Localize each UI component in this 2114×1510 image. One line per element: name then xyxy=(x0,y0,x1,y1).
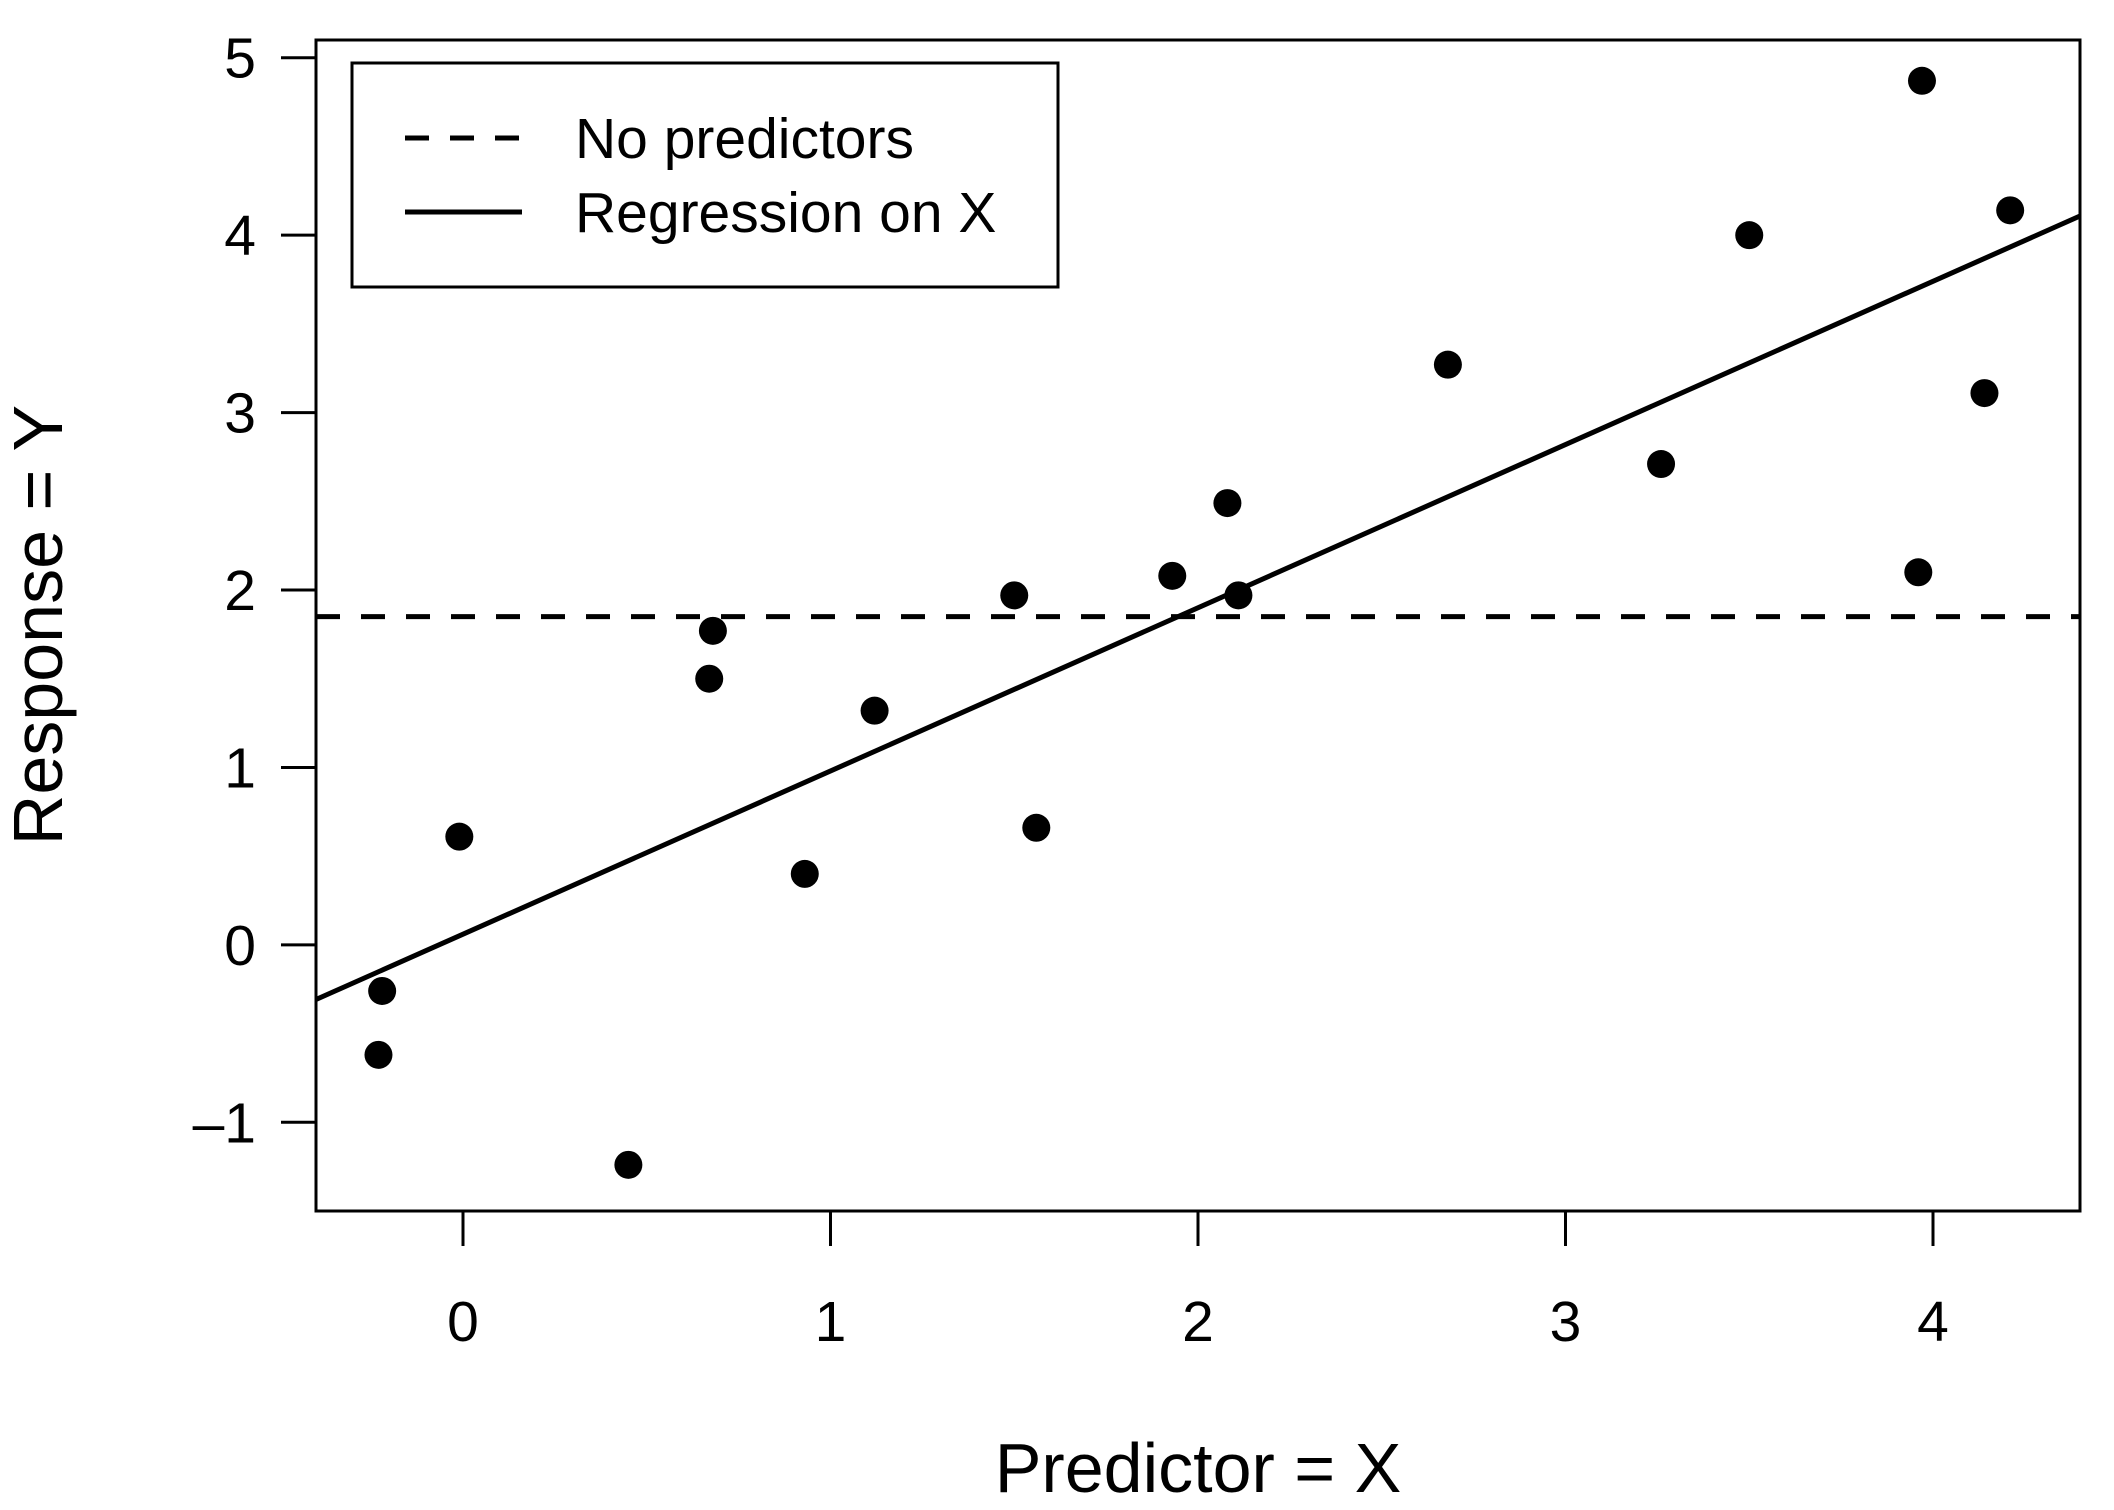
data-point xyxy=(695,664,724,693)
y-tick-label: –1 xyxy=(193,1091,256,1155)
data-point xyxy=(445,822,474,851)
data-point xyxy=(790,859,819,888)
data-point xyxy=(364,1040,393,1069)
x-axis-label: Predictor = X xyxy=(995,1429,1402,1507)
data-point xyxy=(1158,561,1187,590)
y-axis-label: Response = Y xyxy=(0,405,77,845)
data-point xyxy=(1000,581,1029,610)
y-tick-label: 2 xyxy=(224,559,256,623)
data-point xyxy=(1647,450,1676,479)
data-point xyxy=(1022,813,1051,842)
legend-box xyxy=(350,61,1060,289)
y-tick-label: 1 xyxy=(224,736,256,800)
x-tick-label: 4 xyxy=(1917,1290,1949,1354)
y-tick-label: 0 xyxy=(224,914,256,978)
regression-line xyxy=(314,213,2082,1002)
data-point xyxy=(614,1150,643,1179)
y-axis: –1 0 1 2 3 4 5 xyxy=(193,27,316,1155)
data-point xyxy=(368,976,397,1005)
legend-label-regression: Regression on X xyxy=(575,181,996,245)
x-tick-label: 3 xyxy=(1550,1290,1582,1354)
data-point xyxy=(1970,379,1999,408)
data-point xyxy=(1213,489,1242,518)
data-point xyxy=(1224,581,1253,610)
x-tick-label: 1 xyxy=(815,1290,847,1354)
data-point xyxy=(1907,66,1936,95)
x-tick-label: 0 xyxy=(447,1290,479,1354)
legend-label-no-predictors: No predictors xyxy=(575,107,914,171)
data-point xyxy=(1904,558,1933,587)
data-points xyxy=(364,66,2025,1179)
data-point xyxy=(698,616,727,645)
y-tick-label: 5 xyxy=(224,27,256,91)
data-point xyxy=(1433,350,1462,379)
data-point xyxy=(860,696,889,725)
legend: No predictors Regression on X xyxy=(350,61,1060,289)
x-tick-label: 2 xyxy=(1182,1290,1214,1354)
y-tick-label: 4 xyxy=(224,204,256,268)
y-tick-label: 3 xyxy=(224,382,256,446)
x-axis: 0 1 2 3 4 xyxy=(447,1211,1949,1354)
data-point xyxy=(1996,196,2025,225)
fit-lines xyxy=(314,213,2082,1002)
data-point xyxy=(1735,221,1764,250)
